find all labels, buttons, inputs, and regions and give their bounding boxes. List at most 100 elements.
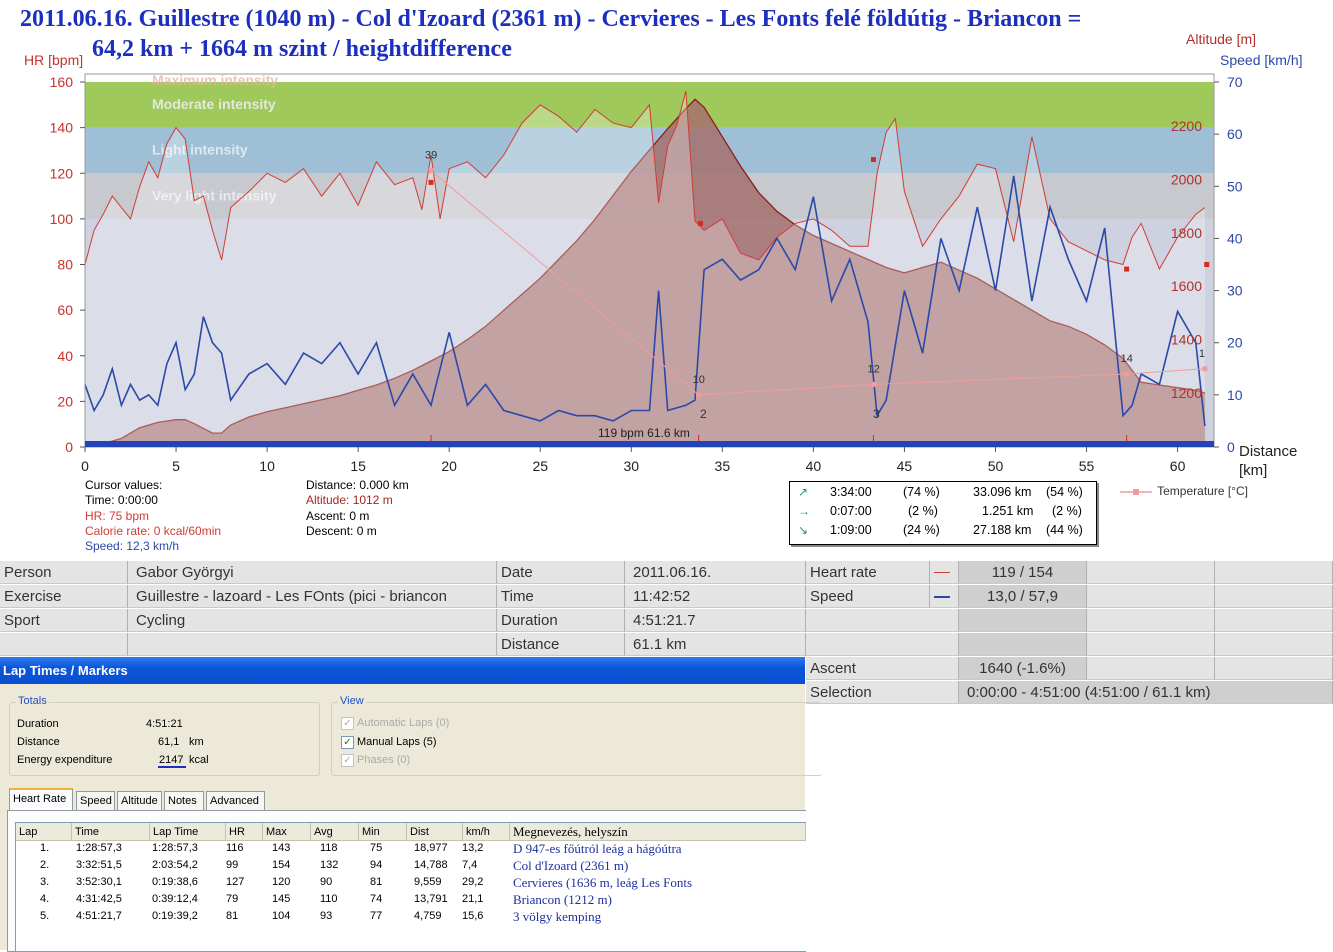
lap-cell[interactable]: 0:19:39,2 [152, 910, 198, 922]
lap-cell[interactable]: 99 [226, 859, 239, 871]
cursor-altitude: Altitude: 1012 m [306, 493, 393, 508]
lap-cell[interactable]: 120 [272, 876, 291, 888]
lap-cell[interactable]: 118 [320, 842, 338, 854]
phases-label: Phases (0) [357, 754, 411, 766]
summary-time: 0:07:00 [830, 504, 872, 518]
lap-cell[interactable]: 3:32:51,5 [76, 859, 122, 871]
ascent-label: Ascent [806, 657, 959, 680]
automatic-laps-checkbox[interactable]: ✓ [341, 717, 354, 730]
lap-cell[interactable]: 9,559 [414, 876, 442, 888]
lap-cell[interactable]: 0:39:12,4 [152, 893, 198, 905]
summary-distance-pct: (44 %) [1046, 523, 1083, 537]
lap-number[interactable]: 2. [40, 859, 50, 871]
col-header-avg[interactable]: Avg [311, 823, 359, 841]
lap-cell[interactable]: 154 [272, 859, 291, 871]
lap-number[interactable]: 3. [40, 876, 50, 888]
totals-group-label: Totals [16, 695, 49, 707]
temperature-legend-label: Temperature [°C] [1157, 484, 1248, 498]
grid-empty [806, 633, 959, 656]
lap-cell[interactable]: 93 [320, 910, 333, 922]
lap-cell[interactable]: 13,791 [414, 893, 448, 905]
exercise-label: Exercise [0, 585, 128, 608]
hr-tick-label: 80 [57, 257, 73, 273]
lap-cell[interactable]: 1:28:57,3 [76, 842, 122, 854]
col-header-kmh[interactable]: km/h [463, 823, 510, 841]
lap-cell[interactable]: 127 [226, 876, 245, 888]
lap-cell[interactable]: 15,6 [462, 910, 484, 922]
lap-window-titlebar[interactable]: Lap Times / Markers [0, 657, 805, 684]
lap-cell[interactable]: 132 [320, 859, 339, 871]
exercise-chart[interactable]: Maximum intensity Moderate intensity Light… [0, 0, 1333, 560]
lap-cell[interactable]: 7,4 [462, 859, 478, 871]
lap-cell[interactable]: 81 [226, 910, 239, 922]
speed-axis-title: Speed [km/h] [1220, 52, 1303, 68]
col-header-lap[interactable]: Lap [16, 823, 72, 841]
lap-cell[interactable]: 13,2 [462, 842, 484, 854]
summary-distance: 27.188 km [973, 523, 1032, 537]
lap-cell[interactable]: 0:19:38,6 [152, 876, 198, 888]
hr-series [84, 90, 1206, 447]
cursor-descent: Descent: 0 m [306, 523, 377, 538]
col-header-max[interactable]: Max [263, 823, 311, 841]
cursor-heading: Cursor values: [85, 478, 163, 492]
lap-cell[interactable]: 21,1 [462, 893, 484, 905]
lap-cell[interactable]: 18,977 [414, 842, 448, 854]
lap-cell[interactable]: 1:28:57,3 [152, 842, 198, 854]
lap-number[interactable]: 1. [40, 842, 50, 854]
lap-number[interactable]: 5. [40, 910, 50, 922]
col-header-location[interactable]: Megnevezés, helyszín [510, 823, 806, 841]
lap-location[interactable]: Briancon (1212 m) [513, 892, 612, 907]
hr-tick-label: 140 [50, 120, 74, 136]
lap-cell[interactable]: 94 [370, 859, 383, 871]
phases-checkbox[interactable]: ✓ [341, 754, 354, 767]
date-value: 2011.06.16. [625, 561, 806, 584]
x-tick-label: 10 [259, 458, 275, 474]
lap-location[interactable]: Cervieres (1636 m, leág Les Fonts [513, 875, 693, 890]
col-header-hr[interactable]: HR [226, 823, 263, 841]
person-value: Gabor Györgyi [128, 561, 497, 584]
temperature-label: 14 [1121, 353, 1133, 365]
lap-location[interactable]: D 947-es főútról leág a hágóútra [513, 841, 682, 856]
lap-cell[interactable]: 90 [320, 876, 333, 888]
altitude-series [84, 98, 1206, 448]
lap-cell[interactable]: 3:52:30,1 [76, 876, 122, 888]
col-header-dist[interactable]: Dist [407, 823, 463, 841]
lap-cell[interactable]: 4:51:21,7 [76, 910, 122, 922]
lap-table[interactable]: Lap Time Lap Time HR Max Avg Min Dist km… [15, 822, 806, 951]
lap-cell[interactable]: 2:03:54,2 [152, 859, 198, 871]
lap-location[interactable]: 3 völgy kemping [513, 909, 602, 924]
chart-title: 2011.06.16. Guillestre (1040 m) - Col d'… [20, 4, 1320, 64]
speed-tick-label: 0 [1227, 439, 1235, 455]
tab-notes[interactable]: Notes [164, 791, 204, 810]
summary-distance-pct: (54 %) [1046, 485, 1083, 499]
col-header-lap-time[interactable]: Lap Time [150, 823, 226, 841]
lap-cell[interactable]: 145 [272, 893, 291, 905]
lap-cell[interactable]: 74 [370, 893, 383, 905]
col-header-time[interactable]: Time [72, 823, 150, 841]
tab-heart-rate[interactable]: Heart Rate [9, 788, 73, 811]
tab-advanced[interactable]: Advanced [206, 791, 265, 810]
lap-cell[interactable]: 79 [226, 893, 239, 905]
tab-speed[interactable]: Speed [76, 791, 115, 810]
lap-cell[interactable]: 29,2 [462, 876, 484, 888]
lap-cell[interactable]: 81 [370, 876, 383, 888]
lap-cell[interactable]: 110 [320, 893, 338, 905]
lap-cell[interactable]: 143 [272, 842, 291, 854]
lap-number[interactable]: 4. [40, 893, 50, 905]
col-header-min[interactable]: Min [359, 823, 407, 841]
automatic-laps-label: Automatic Laps (0) [357, 717, 450, 729]
lap-location[interactable]: Col d'Izoard (2361 m) [513, 858, 629, 873]
distance-label: Distance [497, 633, 625, 656]
lap-cell[interactable]: 116 [226, 842, 244, 854]
sport-label: Sport [0, 609, 128, 632]
lap-cell[interactable]: 4,759 [414, 910, 442, 922]
lap-cell[interactable]: 77 [370, 910, 383, 922]
lap-cell[interactable]: 75 [370, 842, 383, 854]
tab-altitude[interactable]: Altitude [117, 791, 162, 810]
x-tick-label: 50 [988, 458, 1004, 474]
lap-cell[interactable]: 4:31:42,5 [76, 893, 122, 905]
lap-cell[interactable]: 14,788 [414, 859, 448, 871]
lap-cell[interactable]: 104 [272, 910, 291, 922]
speed-line [84, 175, 1206, 427]
manual-laps-checkbox[interactable]: ✓ [341, 736, 354, 749]
